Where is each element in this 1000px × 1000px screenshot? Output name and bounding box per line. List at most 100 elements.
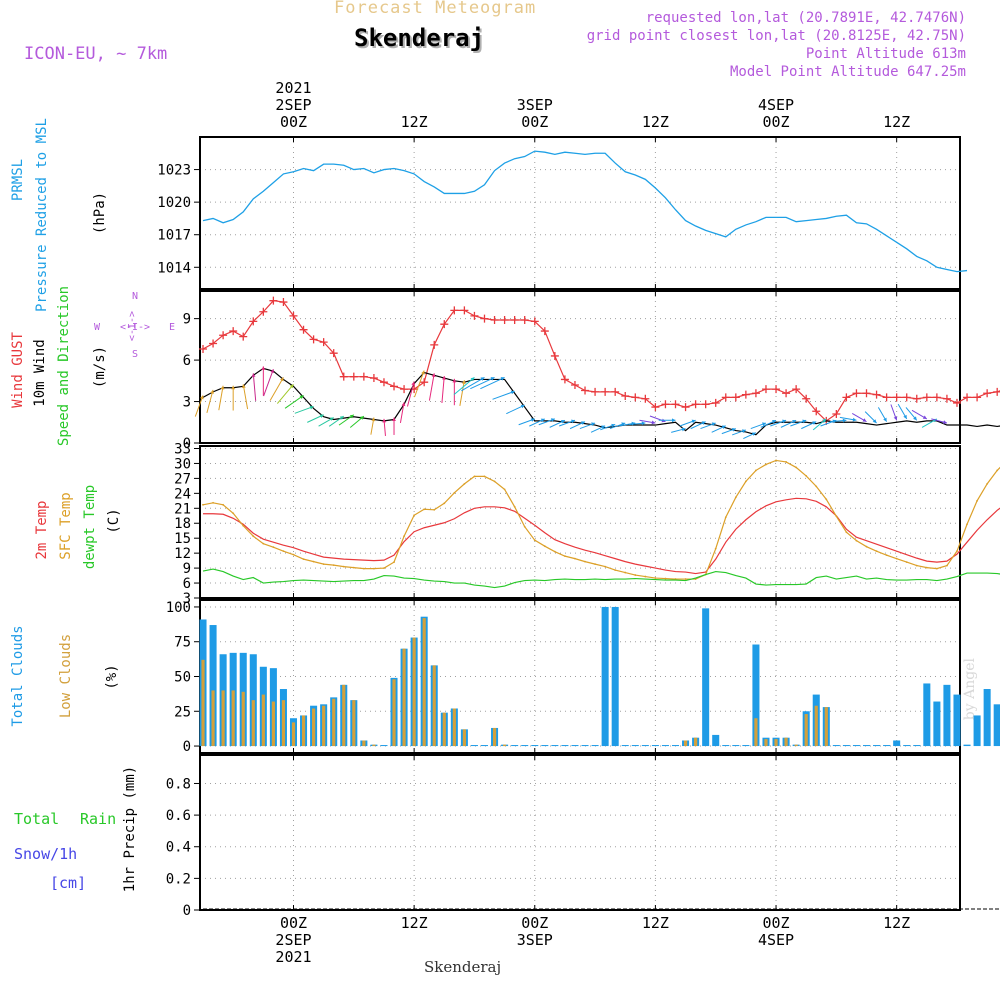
snow-label: Snow/1h bbox=[14, 845, 77, 863]
gust-marker bbox=[299, 325, 308, 334]
total-cloud-bar bbox=[601, 606, 609, 747]
temp-ytick-label: 12 bbox=[174, 546, 191, 562]
top-time-label: 2SEP bbox=[275, 96, 311, 114]
sfc-temp-dot bbox=[272, 546, 275, 549]
low-cloud-bar bbox=[241, 691, 245, 747]
total-cloud-bar bbox=[883, 745, 891, 747]
wind-arrow-head bbox=[711, 422, 716, 427]
sfc-temp-dot bbox=[242, 524, 245, 527]
sfc-temp-dot bbox=[322, 563, 325, 566]
low-cloud-bar bbox=[794, 744, 798, 747]
wind-arrow-head bbox=[299, 395, 304, 399]
sfc-temp-dot bbox=[362, 567, 365, 570]
gust-marker bbox=[379, 378, 388, 387]
total-cloud-bar bbox=[702, 608, 710, 747]
precip-ytick-label: 0.8 bbox=[166, 776, 191, 792]
low-cloud-bar bbox=[271, 701, 275, 747]
gust-marker bbox=[581, 386, 590, 395]
sfc-temp-dot bbox=[996, 469, 999, 472]
wind-arrow bbox=[194, 395, 204, 417]
bottom-time-label: 12Z bbox=[883, 914, 910, 932]
gust-marker bbox=[912, 394, 921, 403]
pressure-ytick-label: 1014 bbox=[157, 260, 191, 276]
total-cloud-bar bbox=[933, 701, 941, 747]
total-cloud-bar bbox=[943, 684, 951, 747]
gust-marker bbox=[500, 316, 509, 325]
temp-ytick-label: 21 bbox=[174, 501, 191, 517]
gust-marker bbox=[761, 385, 770, 394]
sfc-temp-dot bbox=[925, 566, 928, 569]
compass-west: W bbox=[94, 322, 101, 333]
low-cloud-bar bbox=[322, 705, 326, 747]
sfc-temp-dot bbox=[956, 550, 958, 553]
gust-marker bbox=[671, 400, 680, 409]
total-cloud-bar bbox=[581, 745, 589, 747]
temp2m-label: 2m Temp bbox=[34, 500, 50, 559]
sfc-temp-dot bbox=[966, 523, 968, 526]
sfc-temp-dot bbox=[533, 539, 536, 542]
sfc-temp-dot bbox=[885, 554, 888, 557]
sfc-temp-dot bbox=[262, 542, 265, 545]
sfc-temp-dot bbox=[905, 561, 908, 564]
top-time-label: 3SEP bbox=[517, 96, 553, 114]
top-time-label: 00Z bbox=[280, 113, 307, 131]
top-time-label: 00Z bbox=[521, 113, 548, 131]
temp-ytick-label: 6 bbox=[183, 576, 191, 592]
wind-arrow-head bbox=[480, 377, 485, 381]
wind-arrow-head bbox=[591, 422, 596, 427]
wind-arrow-head bbox=[681, 427, 686, 432]
wind-arrow bbox=[441, 376, 445, 404]
wind-arrow-head bbox=[802, 419, 807, 424]
total-cloud-bar bbox=[521, 745, 529, 747]
wind-arrow-head bbox=[329, 417, 334, 421]
total-cloud-bar bbox=[993, 704, 1000, 747]
sfc-temp-dot bbox=[564, 555, 566, 558]
sfc-temp-dot bbox=[755, 469, 757, 472]
bottom-time-label: 2SEP bbox=[275, 931, 311, 949]
low-cloud-bar bbox=[372, 744, 376, 747]
pressure-ytick-label: 1023 bbox=[157, 163, 191, 179]
wind-arrow-head bbox=[862, 418, 867, 422]
low-cloud-bar bbox=[694, 737, 698, 747]
gust-marker bbox=[882, 393, 891, 402]
wind-arrow-head bbox=[701, 421, 706, 425]
total-cloud-bar bbox=[641, 745, 649, 747]
sfc-temp-dot bbox=[503, 488, 506, 491]
wind-arrow bbox=[284, 394, 304, 409]
sfc-temp-dot bbox=[232, 512, 235, 515]
gust-marker bbox=[591, 387, 600, 396]
precip-ytick-label: 0.6 bbox=[166, 808, 191, 824]
gust-marker bbox=[400, 385, 409, 394]
low-cloud-bar bbox=[452, 708, 456, 747]
sfc-temp-dot bbox=[423, 508, 426, 511]
low-cloud-bar bbox=[462, 729, 466, 747]
total-cloud-bar bbox=[752, 644, 760, 747]
precip-mm-label: 1hr Precip (mm) bbox=[122, 766, 138, 892]
total-cloud-bar bbox=[913, 745, 921, 747]
gust-marker bbox=[611, 387, 620, 396]
clouds-ytick-label: 75 bbox=[174, 635, 191, 651]
clouds-ytick-label: 25 bbox=[174, 704, 191, 720]
gust-marker bbox=[560, 375, 569, 384]
total-cloud-bar bbox=[209, 625, 217, 747]
low-cloud-bar bbox=[281, 700, 286, 747]
total-cloud-bar bbox=[621, 745, 629, 747]
sfc-temp-dot bbox=[513, 505, 516, 508]
gust-marker bbox=[973, 393, 982, 402]
precip-ytick-label: 0.2 bbox=[166, 871, 191, 887]
wind-arrow bbox=[263, 368, 274, 397]
total-cloud-bar bbox=[470, 745, 478, 747]
pressure-frame bbox=[199, 136, 961, 290]
wind-arrow-head bbox=[581, 421, 586, 425]
total-cloud-bar bbox=[631, 745, 639, 747]
gust-marker bbox=[540, 327, 549, 336]
total-cloud-bar bbox=[531, 745, 539, 747]
total-cloud-bar bbox=[380, 745, 388, 747]
wind-arrow-head bbox=[382, 418, 387, 423]
wind-arrow bbox=[461, 377, 485, 392]
clouds-ytick-label: 100 bbox=[166, 600, 191, 616]
gust-marker bbox=[661, 400, 670, 409]
low-clouds-label: Low Clouds bbox=[58, 634, 74, 718]
bottom-time-label: 3SEP bbox=[517, 931, 553, 949]
